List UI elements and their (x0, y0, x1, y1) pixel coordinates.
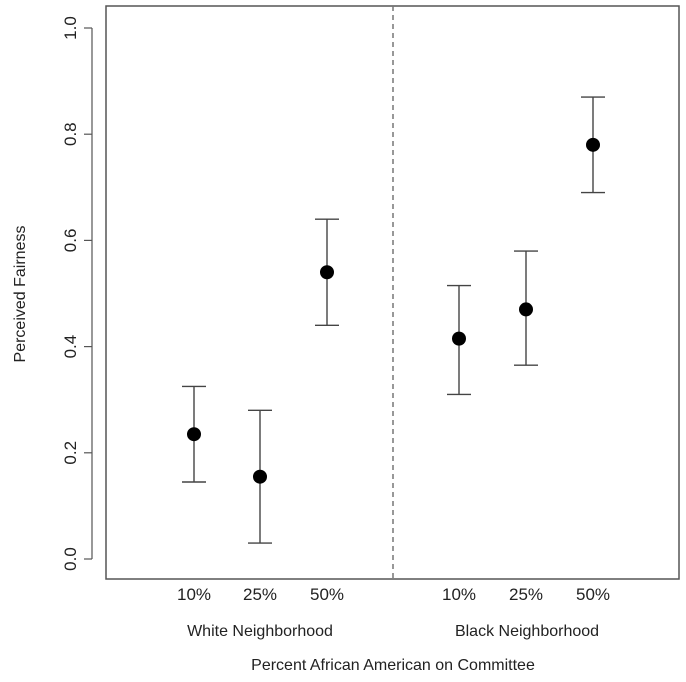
data-marks (182, 96, 605, 544)
y-tick-label: 0.4 (61, 335, 80, 359)
x-tick-label: 25% (509, 585, 543, 604)
y-axis-ticks: 0.0 0.2 0.4 0.6 0.8 1.0 (61, 16, 92, 571)
group-label-white: White Neighborhood (187, 623, 333, 640)
x-tick-label: 10% (442, 585, 476, 604)
y-axis-title: Perceived Fairness (12, 226, 29, 363)
data-point (320, 265, 334, 280)
x-axis-title: Percent African American on Committee (251, 657, 535, 674)
data-point (586, 137, 600, 152)
x-axis-ticks: 10% 25% 50% 10% 25% 50% (177, 585, 610, 604)
x-tick-label: 25% (243, 585, 277, 604)
data-point (253, 469, 267, 484)
data-point (519, 302, 533, 317)
x-tick-label: 50% (310, 585, 344, 604)
y-tick-label: 0.8 (61, 122, 80, 146)
data-point (452, 331, 466, 346)
x-tick-label: 50% (576, 585, 610, 604)
y-tick-label: 1.0 (61, 16, 80, 40)
group-label-black: Black Neighborhood (455, 623, 599, 640)
y-tick-label: 0.6 (61, 229, 80, 253)
data-point (187, 427, 201, 442)
y-tick-label: 0.0 (61, 547, 80, 571)
y-tick-label: 0.2 (61, 441, 80, 465)
x-tick-label: 10% (177, 585, 211, 604)
